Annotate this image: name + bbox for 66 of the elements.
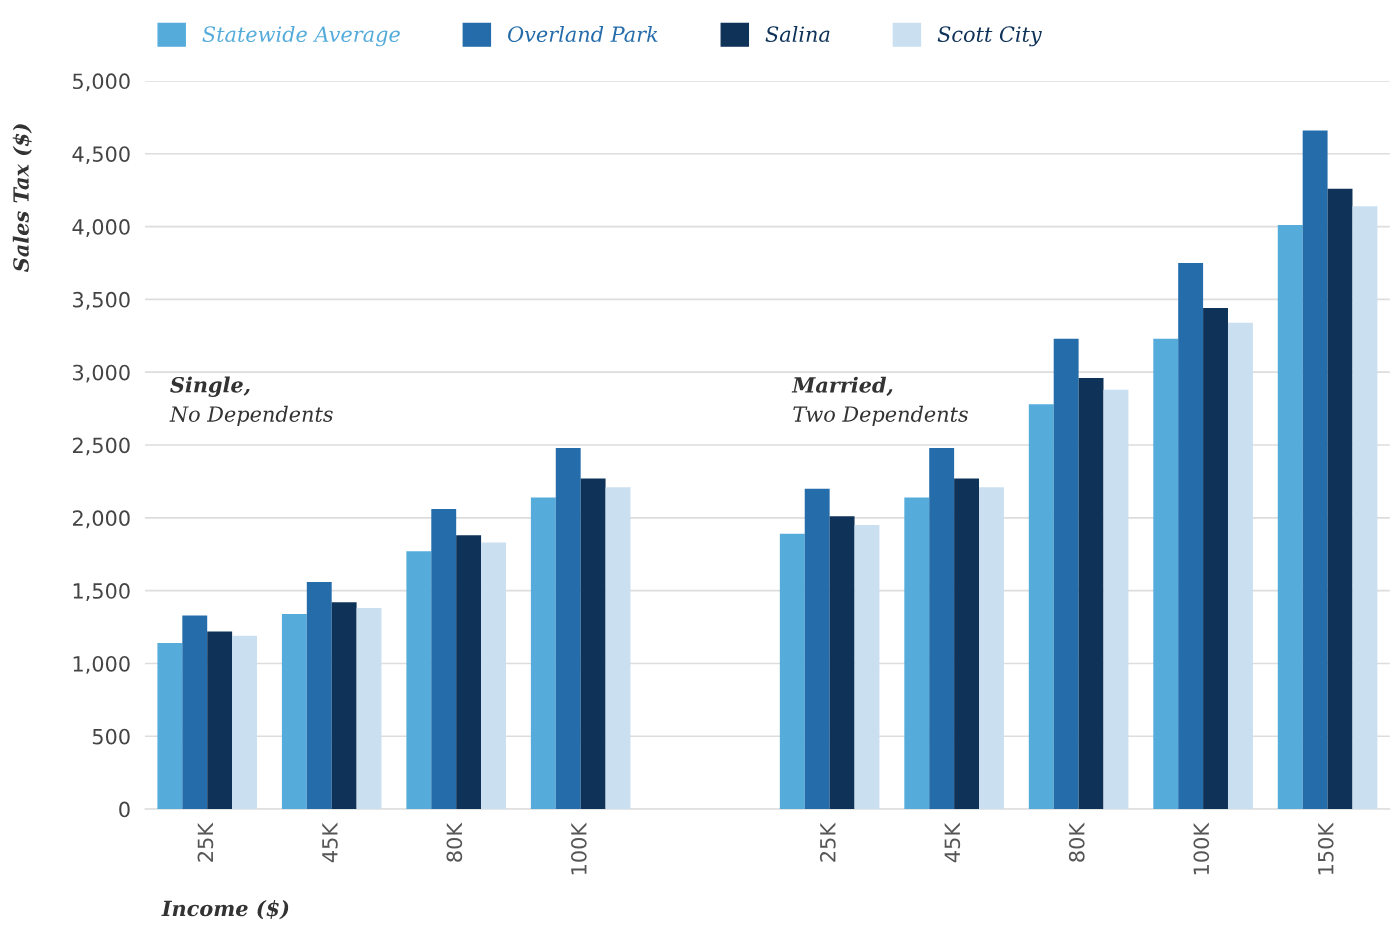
legend-label: Statewide Average [202,25,400,47]
bar [1352,206,1378,810]
x-tick-label: 25K [819,822,836,862]
y-tick-label: 3,500 [73,291,130,310]
text: Single, [170,376,250,397]
x-tick-label: 100K [570,822,587,875]
y-tick-label: 0 [119,801,130,818]
bar [904,497,930,810]
bar [1203,308,1228,810]
bar [605,487,631,810]
bar [555,447,581,810]
bar [481,542,506,810]
bar [182,615,208,810]
bar [406,551,432,810]
x-tick-label: 80K [446,822,463,862]
x-tick-label: 25K [197,822,214,862]
bar [1103,389,1129,810]
bar [331,602,357,810]
bar [1028,404,1054,810]
bar [306,581,332,810]
y-tick-label: 4,500 [72,146,130,165]
bar [1227,322,1253,810]
x-axis-title: Income ($) [161,900,289,920]
bar [854,525,880,810]
y-tick-label: 2,500 [72,437,130,456]
legend-label: Salina [765,25,830,43]
y-tick-label: 3,000 [73,364,130,383]
y-tick-label: 5,000 [73,73,130,92]
bar [979,487,1004,810]
bar [281,613,307,810]
bar [1327,188,1353,810]
y-tick-label: 1,500 [73,583,130,601]
legend-label: Overland Park [508,25,658,43]
legend-label: Scott City [937,26,1042,47]
bar [1302,130,1328,810]
bar [1153,338,1179,810]
y-tick-label: 500 [92,728,130,745]
text: Two Dependents [793,405,968,426]
y-tick-label: 4,000 [72,219,130,237]
bar [530,497,556,810]
y-axis-title: Sales Tax ($) [12,124,32,272]
x-tick-label: 150K [1317,822,1334,875]
bar [1078,378,1104,810]
text: No Dependents [169,405,333,426]
x-tick-label: 80K [1068,822,1085,862]
bar [356,608,382,810]
y-tick-label: 2,000 [72,510,130,529]
x-tick-label: 100K [1193,822,1210,875]
text: Married, [791,376,893,396]
bar [431,509,457,810]
y-tick-label: 1,000 [73,655,130,674]
bar [1178,262,1204,810]
bar [1053,338,1079,810]
bar [232,635,258,810]
bar [779,533,805,810]
bar [929,447,955,810]
bar [207,631,233,810]
bar [1277,225,1303,810]
bar [456,535,482,810]
bar [580,478,606,810]
x-tick-label: 45K [944,822,961,863]
bar [954,478,980,810]
x-tick-label: 45K [322,822,338,863]
bar [804,488,830,810]
bar [829,516,855,810]
bar [157,643,183,810]
